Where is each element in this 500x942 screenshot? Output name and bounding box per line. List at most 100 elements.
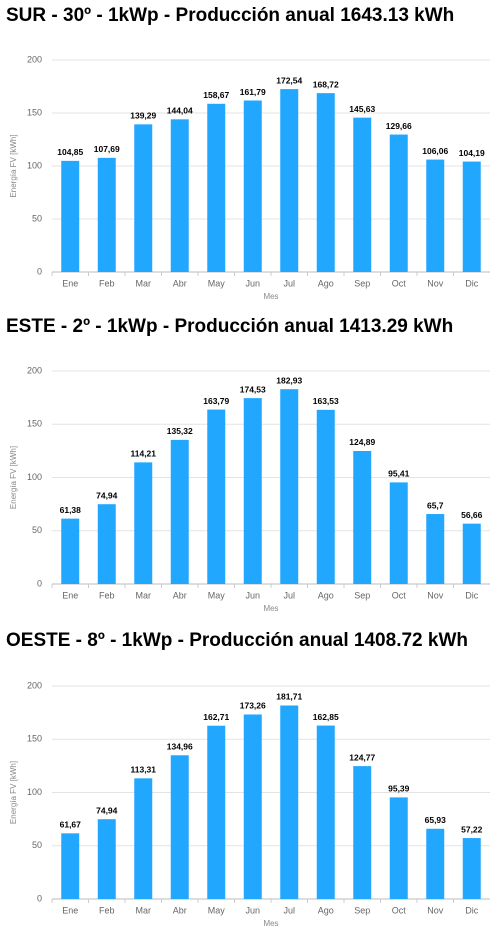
x-tick-label: Feb	[99, 590, 115, 600]
x-tick-label: Feb	[99, 278, 115, 288]
value-label: 74,94	[96, 490, 118, 500]
x-tick-label: Oct	[392, 278, 407, 288]
y-tick-label: 200	[27, 680, 42, 690]
bar	[207, 725, 226, 899]
chart-title: SUR - 30º - 1kWp - Producción anual 1643…	[6, 5, 454, 26]
bar	[170, 439, 189, 584]
y-tick-label: 100	[27, 160, 42, 170]
bar	[462, 838, 481, 899]
x-tick-label: Ago	[318, 590, 334, 600]
x-tick-label: Nov	[427, 590, 444, 600]
bar	[389, 482, 408, 584]
bar	[61, 833, 80, 899]
value-label: 106,06	[422, 146, 448, 156]
y-tick-label: 100	[27, 472, 42, 482]
chart-title: OESTE - 8º - 1kWp - Producción anual 140…	[6, 630, 468, 651]
y-tick-label: 50	[32, 213, 42, 223]
bar	[353, 117, 372, 272]
bar	[134, 778, 153, 899]
x-tick-label: Feb	[99, 905, 115, 915]
value-label: 161,79	[240, 87, 266, 97]
bar	[280, 705, 299, 899]
y-tick-label: 100	[27, 787, 42, 797]
value-label: 134,96	[167, 742, 193, 752]
y-tick-label: 150	[27, 419, 42, 429]
bar	[134, 124, 153, 272]
x-tick-label: Mar	[136, 590, 152, 600]
value-label: 144,04	[167, 106, 193, 116]
y-tick-label: 50	[32, 840, 42, 850]
bar	[61, 160, 80, 272]
x-axis-label: Mes	[263, 604, 278, 613]
bar	[426, 828, 445, 899]
value-label: 65,93	[425, 815, 447, 825]
value-label: 162,85	[313, 712, 339, 722]
value-label: 124,89	[349, 437, 375, 447]
value-label: 168,72	[313, 79, 339, 89]
x-tick-label: Jul	[283, 905, 295, 915]
bar	[316, 93, 335, 272]
bar	[134, 462, 153, 584]
value-label: 61,38	[60, 505, 82, 515]
bar	[462, 523, 481, 584]
bar	[207, 409, 226, 584]
value-label: 173,26	[240, 701, 266, 711]
x-tick-label: May	[208, 278, 226, 288]
x-tick-label: Ene	[62, 905, 78, 915]
x-tick-label: Oct	[392, 905, 407, 915]
y-tick-label: 0	[37, 578, 42, 588]
x-tick-label: Dic	[465, 590, 478, 600]
y-tick-label: 0	[37, 893, 42, 903]
x-tick-label: Abr	[173, 278, 187, 288]
value-label: 95,41	[388, 469, 410, 479]
value-label: 104,19	[459, 148, 485, 158]
value-label: 107,69	[94, 144, 120, 154]
bar	[97, 504, 116, 584]
value-label: 181,71	[276, 692, 302, 702]
x-axis-label: Mes	[263, 919, 278, 928]
bar	[170, 755, 189, 899]
y-tick-label: 150	[27, 734, 42, 744]
bar	[280, 389, 299, 584]
y-axis-label: Energía FV [kWh]	[9, 134, 18, 197]
x-tick-label: Jun	[245, 278, 260, 288]
x-tick-label: Abr	[173, 905, 187, 915]
x-tick-label: Oct	[392, 590, 407, 600]
y-axis-label: Energía FV [kWh]	[9, 761, 18, 824]
value-label: 139,29	[130, 111, 156, 121]
x-tick-label: Ago	[318, 278, 334, 288]
value-label: 113,31	[130, 765, 156, 775]
x-axis-label: Mes	[263, 292, 278, 301]
x-tick-label: Sep	[354, 905, 370, 915]
x-tick-label: Jul	[283, 590, 295, 600]
bar	[462, 161, 481, 272]
value-label: 124,77	[349, 752, 375, 762]
x-tick-label: May	[208, 905, 226, 915]
value-label: 158,67	[203, 90, 229, 100]
bar	[389, 134, 408, 272]
bar	[426, 514, 445, 584]
x-tick-label: Jun	[245, 905, 260, 915]
bar	[97, 819, 116, 899]
y-axis-label: Energía FV [kWh]	[9, 446, 18, 509]
y-tick-label: 0	[37, 266, 42, 276]
bar	[170, 119, 189, 272]
bar	[97, 157, 116, 272]
value-label: 162,71	[203, 712, 229, 722]
value-label: 61,67	[60, 820, 82, 830]
x-tick-label: Nov	[427, 905, 444, 915]
x-tick-label: Sep	[354, 278, 370, 288]
y-tick-label: 200	[27, 54, 42, 64]
bar	[207, 103, 226, 272]
bar	[316, 725, 335, 899]
bar	[389, 797, 408, 899]
x-tick-label: Nov	[427, 278, 444, 288]
bar	[243, 714, 262, 899]
value-label: 74,94	[96, 805, 118, 815]
value-label: 114,21	[130, 449, 156, 459]
value-label: 104,85	[57, 147, 83, 157]
chart-title: ESTE - 2º - 1kWp - Producción anual 1413…	[6, 316, 453, 337]
x-tick-label: Dic	[465, 905, 478, 915]
y-tick-label: 200	[27, 365, 42, 375]
